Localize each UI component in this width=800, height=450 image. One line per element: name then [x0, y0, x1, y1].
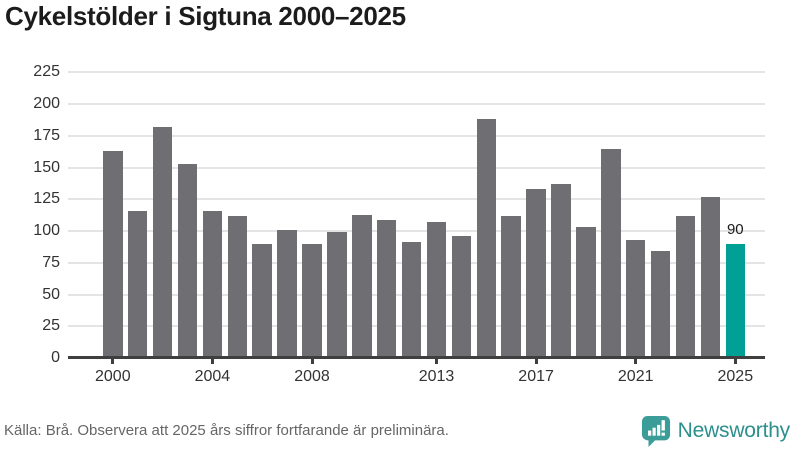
y-axis-label-225: 225 — [33, 63, 60, 81]
bar-2008 — [302, 243, 322, 358]
y-axis-label-125: 125 — [33, 190, 60, 208]
bar-2020 — [601, 148, 621, 358]
x-tick-2013 — [435, 358, 438, 364]
y-axis-label-75: 75 — [42, 253, 60, 271]
x-tick-2021 — [634, 358, 638, 364]
x-axis-label-2004: 2004 — [194, 368, 231, 385]
source-note: Källa: Brå. Observera att 2025 års siffr… — [4, 422, 449, 439]
bar-2016 — [501, 215, 521, 358]
bar-2017 — [526, 189, 546, 358]
newsworthy-logo: Newsworthy — [641, 414, 790, 448]
bar-2022 — [650, 251, 671, 358]
bar-2009 — [327, 232, 347, 358]
bar-2015 — [476, 119, 497, 358]
x-axis-label-2008: 2008 — [294, 368, 330, 385]
x-tick-2017 — [534, 358, 538, 364]
bar-2002 — [152, 126, 173, 358]
y-axis-label-25: 25 — [42, 317, 60, 335]
y-axis-label-200: 200 — [33, 95, 60, 113]
bar-2004 — [202, 210, 223, 358]
bar-2003 — [177, 163, 198, 358]
y-axis-label-0: 0 — [51, 349, 60, 366]
bar-2024 — [700, 196, 721, 358]
bar-2019 — [576, 227, 596, 358]
bar-2012 — [401, 242, 422, 358]
gridline-225 — [68, 71, 765, 74]
plot-area: 90 2000 2004 2008 2013 2017 2021 2025 — [68, 66, 765, 385]
bar-2018 — [551, 184, 571, 358]
bar-2010 — [352, 214, 372, 358]
x-tick-2008 — [310, 358, 314, 364]
bar-2025 — [725, 243, 746, 358]
bar-2007 — [277, 229, 297, 358]
y-axis-label-100: 100 — [33, 222, 60, 240]
bar-2005 — [227, 215, 248, 358]
bar-2023 — [675, 215, 696, 358]
x-tick-2025 — [733, 358, 737, 364]
gridline-175 — [68, 134, 765, 137]
chart-title: Cykelstölder i Sigtuna 2000–2025 — [5, 1, 406, 31]
bar-2000 — [103, 151, 123, 358]
gridline-100 — [68, 230, 765, 233]
x-axis-label-2017: 2017 — [518, 368, 554, 385]
gridline-150 — [68, 166, 765, 169]
newsworthy-chart-bubble-icon — [641, 416, 670, 447]
x-axis-label-2013: 2013 — [418, 368, 455, 385]
bar-2021 — [625, 239, 646, 358]
y-axis-label-175: 175 — [33, 126, 60, 144]
highlight-value-label: 90 — [726, 220, 744, 238]
bar-2006 — [252, 243, 272, 358]
x-tick-2000 — [111, 358, 115, 364]
x-axis-line — [68, 356, 765, 359]
bar-2014 — [451, 236, 472, 358]
gridline-200 — [68, 103, 765, 106]
y-axis-label-150: 150 — [33, 158, 60, 176]
bar-2011 — [376, 219, 397, 358]
y-axis-label-50: 50 — [42, 285, 60, 303]
bar-2013 — [426, 222, 447, 358]
x-axis-label-2025: 2025 — [717, 368, 754, 385]
x-axis-label-2021: 2021 — [617, 368, 654, 385]
newsworthy-logo-text: Newsworthy — [677, 419, 791, 442]
bar-2001 — [127, 210, 148, 358]
x-axis-label-2000: 2000 — [95, 368, 131, 385]
gridline-125 — [68, 198, 765, 201]
x-tick-2004 — [210, 358, 214, 364]
